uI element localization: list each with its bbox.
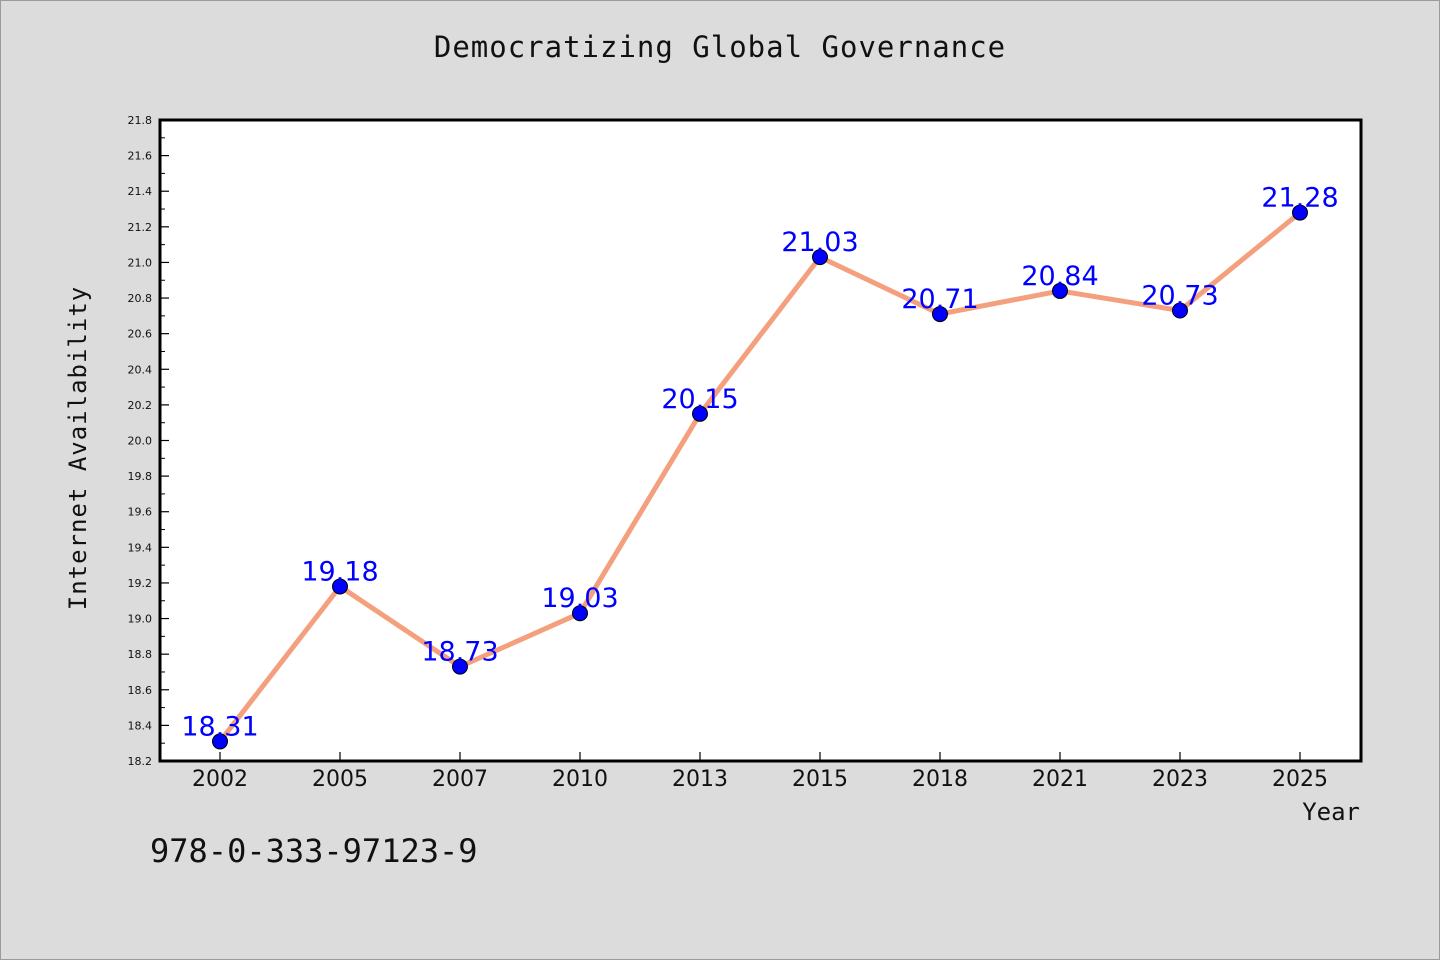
data-point	[1052, 282, 1068, 299]
y-tick-label: 18.4	[128, 719, 153, 732]
y-tick-label: 21.0	[128, 256, 153, 269]
data-label: 18.31	[181, 711, 258, 742]
x-tick-label: 2021	[1032, 767, 1088, 792]
y-tick-label: 21.8	[128, 114, 153, 127]
x-axis-label: Year	[1302, 798, 1360, 826]
data-point	[692, 405, 708, 422]
data-labels: 18.31 19.18 18.73 19.03 20.15 21.03 20.71 20.84…	[181, 183, 1338, 743]
data-point	[212, 733, 228, 750]
x-axis-ticks: 2002 2005 2007 2010 2013 2015 2018 2021 2023 2025	[192, 752, 1328, 792]
chart-title: Democratizing Global Governance	[433, 30, 1007, 64]
x-tick-label: 2013	[672, 767, 728, 792]
y-tick-label: 18.6	[128, 684, 153, 697]
isbn-text: 978-0-333-97123-9	[150, 832, 478, 870]
data-label: 20.71	[901, 284, 978, 315]
x-tick-label: 2005	[312, 767, 368, 792]
y-tick-label: 21.6	[128, 150, 153, 163]
data-label: 20.15	[661, 384, 738, 415]
data-label: 20.73	[1141, 281, 1218, 312]
data-label: 21.03	[781, 227, 858, 258]
data-point	[452, 658, 468, 675]
y-tick-label: 18.2	[128, 755, 153, 768]
y-tick-label: 21.2	[128, 221, 153, 234]
series-line	[218, 210, 1302, 743]
data-point	[812, 249, 828, 266]
x-tick-label: 2018	[912, 767, 968, 792]
y-tick-label: 19.4	[128, 541, 153, 554]
x-tick-label: 2007	[432, 767, 488, 792]
y-tick-label: 20.4	[128, 363, 153, 376]
x-tick-label: 2010	[552, 767, 608, 792]
data-point	[572, 605, 588, 622]
y-tick-label: 20.0	[128, 435, 153, 448]
x-tick-label: 2023	[1152, 767, 1208, 792]
plot-frame	[158, 118, 1363, 763]
y-axis-ticks: 18.2 18.4 18.6 18.8 19.0 19.2 19.4 19.6 19.8 20.0…	[128, 114, 169, 768]
y-axis-label: Internet Availability	[64, 286, 92, 610]
plot-area	[160, 120, 1361, 761]
y-tick-label: 18.8	[128, 648, 153, 661]
y-tick-label: 19.0	[128, 613, 153, 626]
data-label: 19.03	[541, 583, 618, 614]
x-tick-label: 2025	[1272, 767, 1328, 792]
y-tick-label: 19.6	[128, 506, 153, 519]
data-label: 20.84	[1021, 261, 1098, 292]
y-tick-label: 20.6	[128, 328, 153, 341]
data-label: 18.73	[421, 637, 498, 668]
y-tick-label: 19.2	[128, 577, 153, 590]
data-point	[1172, 302, 1188, 319]
y-tick-label: 20.8	[128, 292, 153, 305]
data-point	[332, 578, 348, 595]
x-tick-label: 2002	[192, 767, 248, 792]
y-tick-label: 20.2	[128, 399, 153, 412]
data-markers	[212, 204, 1308, 750]
data-point	[932, 306, 948, 323]
x-tick-label: 2015	[792, 767, 848, 792]
y-tick-label: 21.4	[128, 185, 153, 198]
y-tick-label: 19.8	[128, 470, 153, 483]
data-label: 19.18	[301, 557, 378, 588]
data-label: 21.28	[1261, 183, 1338, 214]
data-point	[1292, 204, 1308, 221]
